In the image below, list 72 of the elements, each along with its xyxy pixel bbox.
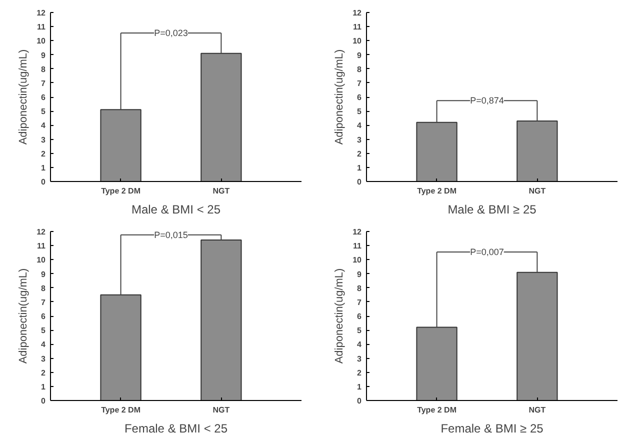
y-tick-label: 12 [352, 228, 362, 236]
y-tick-label: 6 [41, 312, 46, 321]
x-axis-title: Male & BMI ≥ 25 [448, 202, 537, 216]
y-tick-label: 8 [41, 64, 46, 74]
y-tick-label: 7 [357, 78, 362, 88]
x-tick-label: NGT [528, 186, 546, 196]
y-tick-label: 8 [357, 284, 362, 293]
y-tick-label: 1 [357, 163, 362, 172]
y-tick-label: 9 [41, 50, 46, 60]
x-axis-title: Male & BMI < 25 [131, 202, 221, 216]
annotation: P=0,015 [154, 230, 188, 240]
y-tick-label: 2 [357, 368, 362, 378]
y-tick-label: 0 [357, 178, 362, 186]
annotation: P=0,874 [470, 96, 504, 106]
y-tick-label: 3 [357, 135, 362, 144]
y-tick-label: 4 [41, 340, 46, 350]
y-tick-label: 4 [357, 340, 362, 350]
y-axis-title: Adiponectin(ug/mL) [18, 268, 30, 364]
y-tick-label: 0 [41, 396, 46, 406]
y-axis-title: Adiponectin(ug/mL) [334, 49, 346, 145]
y-tick-label: 7 [41, 78, 46, 88]
y-tick-label: 10 [36, 256, 46, 265]
annotation: P=0,023 [154, 28, 188, 38]
y-tick-label: 7 [41, 298, 46, 307]
x-tick-label: NGT [212, 406, 230, 414]
y-tick-label: 10 [352, 256, 362, 265]
y-axis-title: Adiponectin(ug/mL) [334, 268, 346, 364]
y-tick-label: 1 [41, 382, 46, 392]
x-tick-label: Type 2 DM [101, 186, 141, 196]
x-axis-title: Female & BMI < 25 [124, 422, 228, 436]
y-tick-label: 12 [36, 228, 46, 236]
y-tick-label: 11 [37, 22, 46, 32]
y-tick-label: 6 [357, 312, 362, 321]
y-tick-label: 5 [357, 326, 362, 336]
x-axis-title: Female & BMI ≥ 25 [440, 422, 544, 436]
y-tick-label: 3 [41, 354, 46, 364]
y-tick-label: 12 [352, 8, 362, 18]
annotation: P=0,007 [470, 247, 504, 258]
y-tick-label: 2 [41, 149, 46, 158]
y-tick-label: 9 [357, 50, 362, 60]
y-tick-label: 2 [357, 149, 362, 158]
y-tick-label: 11 [353, 22, 362, 32]
y-tick-label: 7 [357, 298, 362, 307]
y-tick-label: 5 [41, 107, 46, 116]
y-tick-label: 4 [357, 121, 362, 130]
y-tick-label: 4 [41, 121, 46, 130]
y-tick-label: 3 [357, 354, 362, 364]
y-tick-label: 11 [37, 242, 46, 251]
y-tick-label: 8 [41, 284, 46, 293]
x-tick-label: Type 2 DM [417, 406, 457, 414]
y-tick-label: 9 [41, 270, 46, 279]
y-tick-label: 3 [41, 135, 46, 144]
y-tick-label: 0 [357, 396, 362, 406]
y-tick-label: 5 [41, 326, 46, 336]
y-tick-label: 1 [41, 163, 46, 172]
x-tick-label: Type 2 DM [101, 406, 141, 414]
x-tick-label: NGT [212, 186, 230, 196]
y-tick-label: 5 [357, 107, 362, 116]
y-axis-title: Adiponectin(ug/mL) [18, 49, 30, 145]
y-tick-label: 8 [357, 64, 362, 74]
x-tick-label: NGT [528, 406, 546, 414]
y-tick-label: 6 [357, 93, 362, 102]
y-tick-label: 2 [41, 368, 46, 378]
y-tick-label: 10 [352, 36, 362, 46]
x-tick-label: Type 2 DM [417, 186, 457, 196]
y-tick-label: 10 [36, 36, 46, 46]
y-tick-label: 9 [357, 270, 362, 279]
y-tick-label: 1 [357, 382, 362, 392]
y-tick-label: 12 [36, 8, 46, 18]
y-tick-label: 6 [41, 93, 46, 102]
y-tick-label: 11 [353, 242, 362, 251]
y-tick-label: 0 [41, 178, 46, 186]
